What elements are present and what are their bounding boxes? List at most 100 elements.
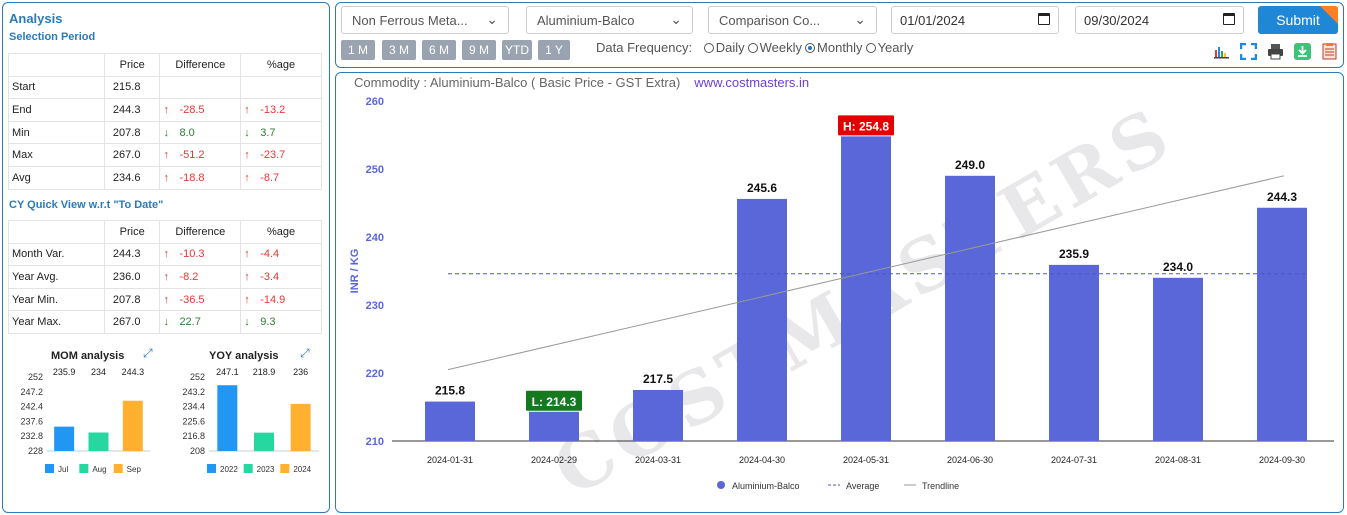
diff-value: 22.7 [179,316,201,329]
table-row: Year Min. 207.8 ↑ -36.5 ↑ -14.9 [8,287,322,312]
table-header-row: Price Difference %age [8,220,322,244]
x-tick-label: 2024-09-30 [1259,455,1305,465]
frequency-option-label: Monthly [817,40,863,55]
high-marker [838,115,894,136]
column-header: Price [103,220,161,244]
row-label: Month Var. [8,242,105,267]
cy-quick-view-title: CY Quick View w.r.t "To Date" [9,199,164,211]
mini-bar-label: 218.9 [253,367,276,377]
low-marker [526,390,582,411]
arrow-up-icon: ↑ [244,270,250,283]
mini-legend-swatch [113,464,123,473]
mini-y-tick: 225.6 [182,416,205,426]
table-header-row: Price Difference %age [8,53,322,77]
calendar-icon[interactable] [1223,13,1235,25]
y-tick-label: 260 [366,96,384,108]
category-select[interactable]: Non Ferrous Meta... ⌄ [341,6,509,34]
diff-value: -18.8 [179,171,205,184]
frequency-label: Data Frequency: [596,40,693,55]
period-button-1y[interactable]: 1 Y [538,40,570,60]
mini-y-tick: 216.8 [182,431,205,441]
bar[interactable] [945,175,995,442]
arrow-up-icon: ↑ [163,149,169,162]
column-header: Difference [159,53,242,77]
yoy-chart: 252 243.2 234.4 225.6 216.8 208 247.1 2022 218.9… [182,367,319,474]
chart-panel: Commodity : Aluminium-Balco ( Basic Pric… [335,72,1344,513]
arrow-down-icon: ↓ [163,316,169,329]
bar[interactable] [737,198,787,441]
bar[interactable] [1257,207,1307,441]
x-tick-label: 2024-06-30 [947,455,993,465]
radio-icon[interactable] [805,43,816,53]
comparison-select[interactable]: Comparison Co... ⌄ [708,6,877,34]
chevron-down-icon: ⌄ [670,11,682,27]
bar-value-label: 215.8 [435,384,465,398]
table-row: End 244.3 ↑ -28.5 ↑ -13.2 [8,98,322,122]
radio-icon[interactable] [747,43,758,53]
bar[interactable] [1049,264,1099,441]
column-header: %age [240,53,322,77]
frequency-option-yearly[interactable]: Yearly [865,40,914,55]
mini-y-tick: 243.2 [182,387,205,397]
period-button-ytd[interactable]: YTD [502,40,532,60]
bar[interactable] [1153,277,1203,441]
legend-average-label[interactable]: Average [846,481,879,491]
yoy-expand-icon[interactable]: ⤢ [300,346,310,360]
bar[interactable] [841,136,891,442]
report-icon[interactable] [1321,43,1338,60]
period-button-9m[interactable]: 9 M [462,40,496,60]
diff-cell: ↑ -51.2 [159,143,242,167]
pct-value: -13.2 [260,103,286,116]
pct-cell: ↑ -3.4 [240,265,322,289]
from-date-input[interactable]: 01/01/2024 [891,6,1059,34]
period-button-6m[interactable]: 6 M [422,40,456,60]
calendar-icon[interactable] [1038,13,1050,25]
frequency-option-weekly[interactable]: Weekly [747,40,803,55]
radio-icon[interactable] [865,43,876,53]
frequency-option-monthly[interactable]: Monthly [805,40,863,55]
commodity-select[interactable]: Aluminium-Balco ⌄ [526,6,693,34]
frequency-option-label: Weekly [759,40,803,55]
selection-period-title: Selection Period [9,31,96,43]
period-button-1m[interactable]: 1 M [341,40,375,60]
commodity-value: Aluminium-Balco [537,13,635,28]
site-link[interactable]: www.costmasters.in [694,75,810,90]
mini-y-tick: 252 [190,372,205,382]
submit-button[interactable]: Submit [1258,6,1338,34]
row-label: Max [8,143,105,167]
download-icon[interactable] [1294,43,1311,60]
mini-legend-swatch [79,464,89,473]
pct-value: 3.7 [260,126,276,139]
table-row: Month Var. 244.3 ↑ -10.3 ↑ -4.4 [8,242,322,267]
row-label: End [8,98,105,122]
to-date-input[interactable]: 09/30/2024 [1075,6,1244,34]
radio-icon[interactable] [703,43,714,53]
legend-series-label[interactable]: Aluminium-Balco [732,481,800,491]
bar[interactable] [425,401,475,441]
diff-cell: ↓ 22.7 [159,310,242,334]
price-cell: 244.3 [103,98,161,122]
frequency-option-daily[interactable]: Daily [703,40,745,55]
bar-value-label: 217.5 [643,372,673,386]
mini-legend-label: 2023 [257,465,275,474]
arrow-down-icon: ↓ [163,126,169,139]
column-header [8,53,105,77]
diff-value: -36.5 [179,293,205,306]
legend-trend-label[interactable]: Trendline [922,481,959,491]
frequency-option-label: Yearly [877,40,914,55]
bar-chart-icon[interactable] [1213,43,1230,60]
period-button-3m[interactable]: 3 M [382,40,416,60]
diff-cell: ↑ -18.8 [159,165,242,190]
bar[interactable] [633,390,683,441]
arrow-up-icon: ↑ [244,171,250,184]
mom-expand-icon[interactable]: ⤢ [143,346,153,360]
bar[interactable] [529,411,579,441]
print-icon[interactable] [1267,43,1284,60]
pct-cell: ↓ 3.7 [240,120,322,145]
table-row: Min 207.8 ↓ 8.0 ↓ 3.7 [8,120,322,145]
row-label: Year Min. [8,287,105,312]
fullscreen-icon[interactable] [1240,43,1257,60]
pct-cell: ↓ 9.3 [240,310,322,334]
pct-cell: ↑ -4.4 [240,242,322,267]
row-label: Start [8,75,105,100]
